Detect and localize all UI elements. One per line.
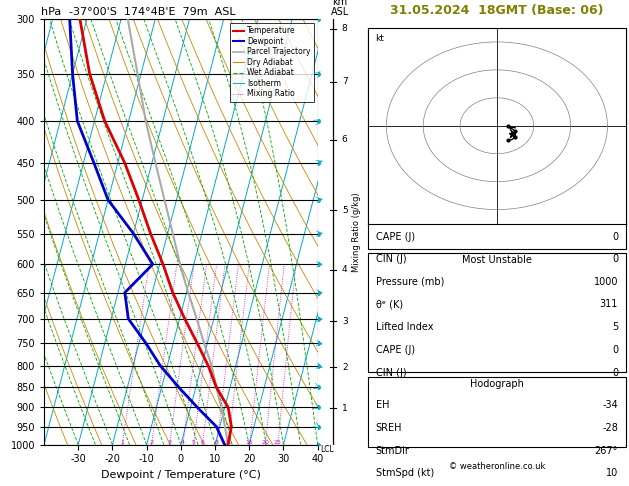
Text: 6: 6 xyxy=(342,136,348,144)
Text: SREH: SREH xyxy=(376,423,402,433)
Text: 1.09: 1.09 xyxy=(597,88,618,98)
Bar xyxy=(368,377,626,447)
Text: 8: 8 xyxy=(215,440,219,445)
Text: 5: 5 xyxy=(612,209,618,219)
Text: 5: 5 xyxy=(192,440,196,445)
Text: 12.8: 12.8 xyxy=(597,163,618,174)
Text: 6: 6 xyxy=(201,440,204,445)
Text: 10: 10 xyxy=(606,469,618,478)
Text: Hodograph: Hodograph xyxy=(470,379,524,389)
Text: 13.8: 13.8 xyxy=(597,140,618,151)
Text: θᵉ(K): θᵉ(K) xyxy=(376,186,399,196)
Text: 15: 15 xyxy=(246,440,253,445)
X-axis label: Dewpoint / Temperature (°C): Dewpoint / Temperature (°C) xyxy=(101,470,261,480)
Text: 3: 3 xyxy=(167,440,172,445)
Text: © weatheronline.co.uk: © weatheronline.co.uk xyxy=(448,462,545,471)
Text: 0: 0 xyxy=(612,345,618,355)
Bar xyxy=(368,30,626,113)
Text: -28: -28 xyxy=(602,423,618,433)
Text: Surface: Surface xyxy=(478,120,516,129)
Text: 7: 7 xyxy=(342,77,348,87)
Text: 4: 4 xyxy=(342,265,347,274)
Text: 3: 3 xyxy=(342,317,348,326)
Text: 31.05.2024  18GMT (Base: 06): 31.05.2024 18GMT (Base: 06) xyxy=(390,4,604,17)
Text: km
ASL: km ASL xyxy=(330,0,349,17)
Legend: Temperature, Dewpoint, Parcel Trajectory, Dry Adiabat, Wet Adiabat, Isotherm, Mi: Temperature, Dewpoint, Parcel Trajectory… xyxy=(230,23,314,102)
Text: PW (cm): PW (cm) xyxy=(376,88,417,98)
Text: StmDir: StmDir xyxy=(376,446,409,455)
Text: 25: 25 xyxy=(274,440,282,445)
Text: 33: 33 xyxy=(606,61,618,71)
Text: 10: 10 xyxy=(225,440,232,445)
Text: 8: 8 xyxy=(342,24,348,33)
Text: 1: 1 xyxy=(342,404,348,413)
Text: Temp (°C): Temp (°C) xyxy=(376,140,424,151)
Text: StmSpd (kt): StmSpd (kt) xyxy=(376,469,434,478)
Text: Mixing Ratio (g/kg): Mixing Ratio (g/kg) xyxy=(352,192,361,272)
Text: K: K xyxy=(376,35,382,44)
Text: Lifted Index: Lifted Index xyxy=(376,322,433,332)
Text: 267°: 267° xyxy=(595,446,618,455)
Text: Lifted Index: Lifted Index xyxy=(376,209,433,219)
Text: CIN (J): CIN (J) xyxy=(376,368,406,378)
Text: Most Unstable: Most Unstable xyxy=(462,256,532,265)
Text: -37°00'S  174°4B'E  79m  ASL: -37°00'S 174°4B'E 79m ASL xyxy=(69,7,236,17)
Text: 0: 0 xyxy=(612,232,618,242)
Text: 0: 0 xyxy=(612,368,618,378)
Text: Pressure (mb): Pressure (mb) xyxy=(376,277,444,287)
Text: Totals Totals: Totals Totals xyxy=(376,61,435,71)
Text: 0: 0 xyxy=(612,255,618,264)
Text: 2: 2 xyxy=(342,363,347,372)
Text: kt: kt xyxy=(376,34,384,43)
Bar xyxy=(368,117,626,249)
Text: 2: 2 xyxy=(150,440,153,445)
Text: 4: 4 xyxy=(181,440,185,445)
Text: 5: 5 xyxy=(612,322,618,332)
Text: -18: -18 xyxy=(603,35,618,44)
Text: Dewp (°C): Dewp (°C) xyxy=(376,163,426,174)
Text: LCL: LCL xyxy=(320,445,333,454)
Text: 5: 5 xyxy=(342,206,348,215)
Bar xyxy=(368,253,626,372)
Text: CAPE (J): CAPE (J) xyxy=(376,232,415,242)
Text: CAPE (J): CAPE (J) xyxy=(376,345,415,355)
Text: EH: EH xyxy=(376,400,389,410)
Text: CIN (J): CIN (J) xyxy=(376,255,406,264)
Text: 20: 20 xyxy=(262,440,269,445)
Text: 310: 310 xyxy=(599,186,618,196)
Text: hPa: hPa xyxy=(41,7,61,17)
Text: 311: 311 xyxy=(599,299,618,310)
Text: θᵉ (K): θᵉ (K) xyxy=(376,299,403,310)
Text: 1: 1 xyxy=(120,440,124,445)
Text: 1000: 1000 xyxy=(594,277,618,287)
Text: -34: -34 xyxy=(603,400,618,410)
